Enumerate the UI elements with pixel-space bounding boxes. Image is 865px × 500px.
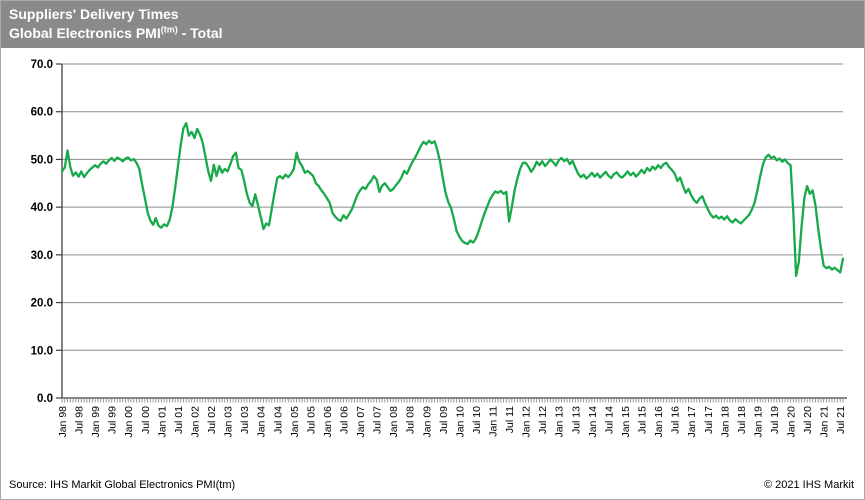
- x-tick-label: Jan 04: [256, 406, 268, 438]
- x-tick-label: Jan 18: [719, 406, 731, 438]
- x-tick-label: Jan 06: [322, 406, 334, 438]
- x-tick-label: Jan 09: [421, 406, 433, 438]
- y-tick-label: 50.0: [31, 154, 53, 166]
- x-tick-label: Jul 98: [74, 406, 86, 434]
- x-tick-label: Jan 15: [620, 406, 632, 438]
- x-tick-label: Jan 00: [123, 406, 135, 438]
- chart-title-line2: Global Electronics PMI(tm) - Total: [9, 24, 864, 43]
- x-tick-label: Jan 08: [388, 406, 400, 438]
- x-tick-label: Jul 17: [703, 406, 715, 434]
- chart-title-line2-prefix: Global Electronics PMI: [9, 25, 161, 41]
- x-tick-label: Jul 15: [637, 406, 649, 434]
- x-tick-label: Jan 17: [686, 406, 698, 438]
- x-tick-label: Jan 99: [90, 406, 102, 438]
- delivery-times-series-line: [60, 122, 845, 278]
- x-tick-label: Jul 08: [405, 406, 417, 434]
- x-tick-label: Jan 11: [488, 406, 500, 437]
- x-tick-label: Jan 14: [587, 406, 599, 438]
- x-tick-label: Jan 05: [289, 406, 301, 438]
- x-tick-label: Jul 06: [338, 406, 350, 434]
- y-tick-label: 30.0: [31, 250, 53, 262]
- x-tick-label: Jul 09: [438, 406, 450, 434]
- x-tick-label: Jul 03: [239, 406, 251, 434]
- y-tick-label: 10.0: [31, 345, 53, 357]
- x-tick-label: Jul 00: [140, 406, 152, 434]
- y-tick-label: 0.0: [37, 393, 53, 405]
- x-tick-label: Jul 20: [802, 406, 814, 434]
- x-tick-label: Jul 04: [272, 406, 284, 434]
- x-tick-label: Jul 14: [603, 406, 615, 434]
- x-tick-label: Jul 16: [670, 406, 682, 434]
- plot-area: 0.0 10.0 20.0 30.0 40.0 50.0 60.0 70.0 Jan 98 Jul…: [31, 59, 848, 438]
- chart-title-line1: Suppliers' Delivery Times: [9, 6, 179, 22]
- chart-footer: Source: IHS Markit Global Electronics PM…: [1, 473, 864, 499]
- x-tick-label: Jul 07: [372, 406, 384, 434]
- copyright-note: © 2021 IHS Markit: [763, 479, 854, 491]
- x-tick-label: Jan 20: [786, 406, 798, 438]
- pmi-line-chart: 0.0 10.0 20.0 30.0 40.0 50.0 60.0 70.0 Jan 98 Jul…: [1, 48, 864, 468]
- x-tick-label: Jul 19: [769, 406, 781, 434]
- trademark-superscript: (tm): [160, 24, 178, 35]
- x-tick-label: Jul 21: [835, 406, 847, 434]
- chart-title-line2-suffix: - Total: [177, 25, 223, 41]
- y-tick-label: 40.0: [31, 202, 53, 214]
- x-tick-label: Jan 12: [521, 406, 533, 438]
- x-tick-label: Jan 13: [554, 406, 566, 438]
- chart-title-bar: Suppliers' Delivery Times Global Electro…: [1, 1, 864, 48]
- x-tick-label: Jul 13: [570, 406, 582, 434]
- y-tick-label: 60.0: [31, 107, 53, 119]
- x-tick-label: Jan 07: [355, 406, 367, 438]
- x-tick-label: Jul 01: [173, 406, 185, 434]
- x-tick-label: Jul 11: [504, 406, 516, 433]
- x-tick-label: Jan 01: [156, 406, 168, 438]
- y-tick-label: 70.0: [31, 59, 53, 71]
- x-tick-label: Jan 16: [653, 406, 665, 438]
- x-tick-label: Jul 05: [305, 406, 317, 434]
- x-tick-label: Jul 12: [537, 406, 549, 434]
- x-tick-label: Jul 18: [736, 406, 748, 434]
- x-tick-label: Jan 21: [819, 406, 831, 438]
- source-note: Source: IHS Markit Global Electronics PM…: [9, 479, 236, 491]
- x-tick-label: Jan 10: [454, 406, 466, 438]
- y-tick-label: 20.0: [31, 298, 53, 310]
- x-tick-label: Jan 02: [189, 406, 201, 438]
- x-tick-label: Jan 98: [57, 406, 69, 438]
- x-tick-label: Jul 10: [471, 406, 483, 434]
- x-tick-label: Jul 02: [206, 406, 218, 434]
- x-tick-label: Jan 19: [752, 406, 764, 438]
- x-tick-label: Jul 99: [107, 406, 119, 434]
- x-tick-label: Jan 03: [223, 406, 235, 438]
